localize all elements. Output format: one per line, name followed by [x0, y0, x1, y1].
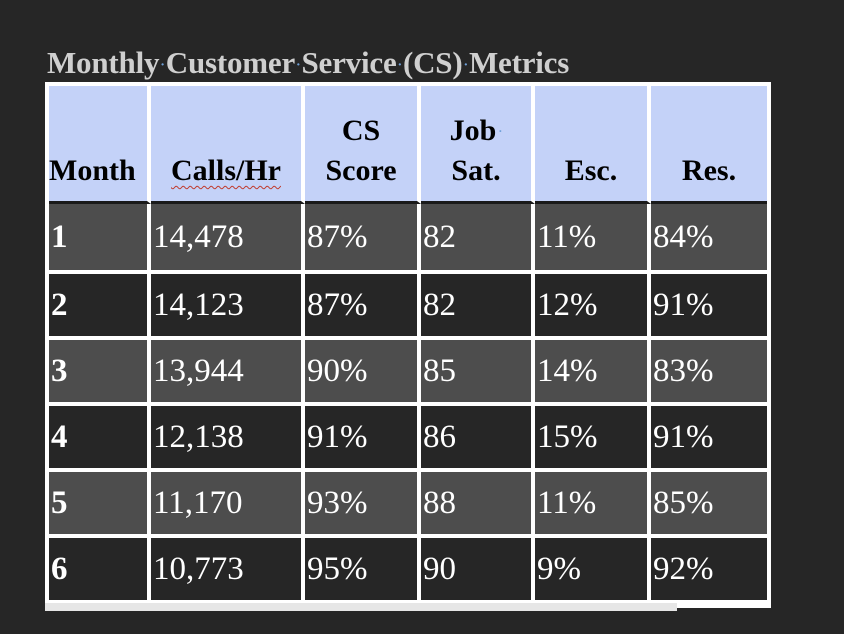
header-text: Month	[49, 154, 136, 187]
cell-job-sat: 88	[421, 468, 535, 534]
header-text: Score	[325, 154, 397, 187]
space-marker: ·	[463, 57, 468, 73]
header-text: Sat.	[451, 154, 501, 187]
cell-resolutions: 85%	[651, 468, 767, 534]
header-text: Calls/Hr	[171, 154, 281, 187]
cell-job-sat: 86	[421, 402, 535, 468]
cell-month: 6	[49, 534, 151, 600]
cell-cs-score: 91%	[305, 402, 421, 468]
metrics-table: Month Calls/Hr CS Score Job · Sat. Esc. Res…	[49, 86, 767, 600]
cell-month: 4	[49, 402, 151, 468]
header-cs-score: CS Score	[305, 86, 421, 204]
table-row: 4 12,138 91% 86 15% 91%	[49, 402, 767, 468]
cell-calls-per-hour: 14,478	[151, 204, 305, 270]
header-text: CS	[341, 114, 381, 147]
table-row: 2 14,123 87% 82 12% 91%	[49, 270, 767, 336]
cell-escalations: 11%	[535, 468, 651, 534]
cell-escalations: 12%	[535, 270, 651, 336]
cell-resolutions: 84%	[651, 204, 767, 270]
title-word: Metrics	[468, 45, 570, 80]
cell-job-sat: 82	[421, 270, 535, 336]
header-job-sat: Job · Sat.	[421, 86, 535, 204]
table-bottom-strip	[45, 603, 677, 611]
cell-calls-per-hour: 11,170	[151, 468, 305, 534]
cell-calls-per-hour: 13,944	[151, 336, 305, 402]
table-header: Month Calls/Hr CS Score Job · Sat. Esc. Res…	[49, 86, 767, 204]
table-row: 1 14,478 87% 82 11% 84%	[49, 204, 767, 270]
cell-cs-score: 90%	[305, 336, 421, 402]
cell-month: 3	[49, 336, 151, 402]
space-marker: ·	[160, 57, 165, 73]
cell-job-sat: 90	[421, 534, 535, 600]
title-word: Customer	[165, 45, 296, 80]
space-marker: ·	[296, 57, 301, 73]
cell-escalations: 14%	[535, 336, 651, 402]
table-row: 6 10,773 95% 90 9% 92%	[49, 534, 767, 600]
cell-resolutions: 92%	[651, 534, 767, 600]
header-resolutions: Res.	[651, 86, 767, 204]
cell-cs-score: 95%	[305, 534, 421, 600]
header-text: Esc.	[564, 154, 618, 187]
table-row: 5 11,170 93% 88 11% 85%	[49, 468, 767, 534]
space-marker: ·	[397, 57, 403, 73]
header-month: Month	[49, 86, 151, 204]
cell-month: 2	[49, 270, 151, 336]
cell-resolutions: 91%	[651, 402, 767, 468]
title-word: (CS)	[403, 45, 463, 80]
table-body: 1 14,478 87% 82 11% 84% 2 14,123 87% 82 …	[49, 204, 767, 600]
cell-job-sat: 85	[421, 336, 535, 402]
title-word: Service	[301, 45, 397, 80]
cell-calls-per-hour: 12,138	[151, 402, 305, 468]
cell-cs-score: 87%	[305, 270, 421, 336]
document-title: Monthly·Customer·Service·(CS)·Metrics	[47, 44, 569, 85]
cell-resolutions: 83%	[651, 336, 767, 402]
cell-resolutions: 91%	[651, 270, 767, 336]
cell-cs-score: 93%	[305, 468, 421, 534]
cell-month: 5	[49, 468, 151, 534]
header-text: Res.	[681, 154, 737, 187]
header-calls-per-hour: Calls/Hr	[151, 86, 305, 204]
cell-escalations: 15%	[535, 402, 651, 468]
cell-calls-per-hour: 14,123	[151, 270, 305, 336]
table-row: 3 13,944 90% 85 14% 83%	[49, 336, 767, 402]
cell-escalations: 11%	[535, 204, 651, 270]
header-escalations: Esc.	[535, 86, 651, 204]
space-marker: ·	[498, 124, 503, 138]
header-text: Job	[449, 114, 497, 147]
header-row: Month Calls/Hr CS Score Job · Sat. Esc. Res…	[49, 86, 767, 204]
cell-cs-score: 87%	[305, 204, 421, 270]
cell-job-sat: 82	[421, 204, 535, 270]
cell-month: 1	[49, 204, 151, 270]
cell-escalations: 9%	[535, 534, 651, 600]
cell-calls-per-hour: 10,773	[151, 534, 305, 600]
title-word: Monthly	[47, 45, 160, 80]
